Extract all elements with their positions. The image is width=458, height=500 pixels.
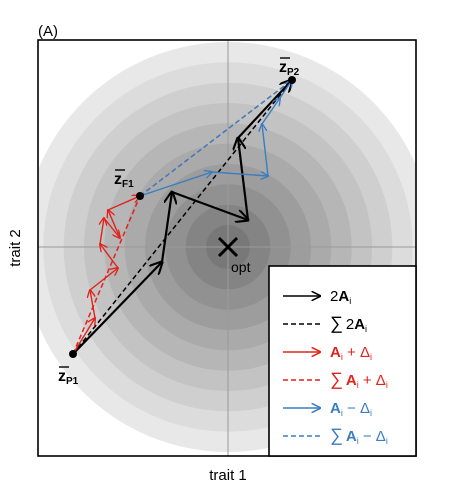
- legend-item: ∑ Ai − Δi: [283, 425, 388, 446]
- legend-item: Ai + Δi: [283, 344, 372, 362]
- optimum-marker: [217, 236, 239, 258]
- cumulative-paths: [72, 79, 293, 355]
- label-f1: zF1: [114, 169, 134, 190]
- svg-text:zP1: zP1: [58, 368, 79, 387]
- black-cumulative-line: [72, 79, 293, 355]
- panel-label: (A): [38, 23, 58, 40]
- svg-text:zP2: zP2: [279, 59, 300, 78]
- legend-label: ∑ 2Ai: [330, 313, 367, 334]
- legend-label: Ai − Δi: [330, 400, 372, 418]
- optimum-label: opt: [231, 259, 251, 275]
- plot-frame: [37, 39, 417, 457]
- label-p2: zP2: [279, 57, 300, 78]
- legend-label: ∑ Ai − Δi: [330, 425, 388, 446]
- x-axis-label: trait 1: [209, 467, 247, 484]
- black-arrows: [72, 80, 292, 355]
- red-arrows: [72, 196, 140, 355]
- legend: 2Ai ∑ 2Ai Ai + Δi ∑ Ai + Δi Ai − Δi ∑ Ai − Δi: [268, 265, 417, 457]
- legend-label: Ai + Δi: [330, 344, 372, 362]
- point-p1: [69, 350, 77, 358]
- label-p1: zP1: [58, 366, 79, 387]
- legend-item: 2Ai: [283, 288, 351, 306]
- point-f1: [136, 192, 144, 200]
- point-p2: [288, 76, 296, 84]
- legend-item: Ai − Δi: [283, 400, 372, 418]
- legend-box: [268, 265, 417, 457]
- red-cumulative-line: [72, 195, 141, 355]
- legend-label: 2Ai: [330, 288, 351, 306]
- legend-item: ∑ 2Ai: [283, 313, 367, 334]
- legend-label: ∑ Ai + Δi: [330, 369, 388, 390]
- y-axis-label: trait 2: [7, 229, 24, 267]
- legend-item: ∑ Ai + Δi: [283, 369, 388, 390]
- svg-text:zF1: zF1: [114, 171, 134, 190]
